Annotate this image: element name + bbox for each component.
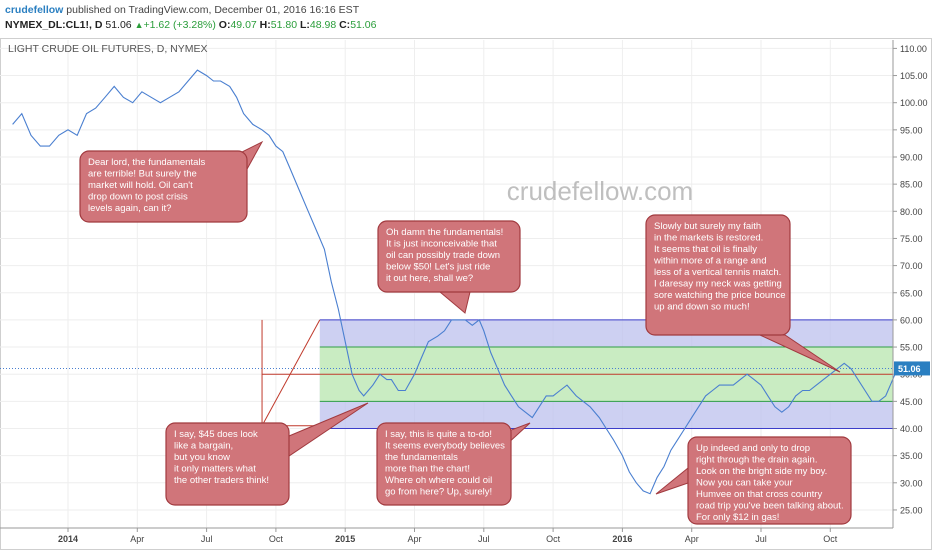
last-price-badge xyxy=(894,361,930,376)
y-tick-label: 75.00 xyxy=(900,234,923,244)
y-tick-label: 65.00 xyxy=(900,288,923,298)
close-value: 51.06 xyxy=(350,19,377,31)
callout: I say, this is quite a to-do! It seems ev… xyxy=(376,422,531,506)
callout-box xyxy=(645,214,791,336)
x-tick-label: 2015 xyxy=(335,534,355,544)
publish-info: published on TradingView.com, December 0… xyxy=(66,4,360,16)
callout-box xyxy=(377,220,521,293)
x-tick-label: Oct xyxy=(546,534,561,544)
callout: I say, $45 does look like a bargain, but y… xyxy=(165,402,369,506)
x-tick-label: 2016 xyxy=(612,534,632,544)
callout: Oh damn the fundamentals! It is just inco… xyxy=(377,220,521,314)
x-tick-label: 2014 xyxy=(58,534,78,544)
callout: Slowly but surely my faith in the markets… xyxy=(645,214,841,373)
y-tick-label: 100.00 xyxy=(900,98,928,108)
x-tick-label: Jul xyxy=(478,534,490,544)
last-price-label: 51.06 xyxy=(898,364,921,374)
callout-box xyxy=(165,422,290,506)
callout-text: Slowly but surely my faith in the markets… xyxy=(653,221,786,313)
y-tick-label: 45.00 xyxy=(900,397,923,407)
y-tick-label: 95.00 xyxy=(900,125,923,135)
author-link[interactable]: crudefellow xyxy=(5,4,64,16)
range-handle-diag xyxy=(261,319,321,427)
callout-text: I say, this is quite a to-do! It seems ev… xyxy=(385,429,505,498)
open-value: 49.07 xyxy=(230,19,257,31)
symbol-line: NYMEX_DL:CL1!, D 51.06 ▲+1.62 (+3.28%) O… xyxy=(5,19,376,31)
x-tick-label: Apr xyxy=(685,534,699,544)
low-value: 48.98 xyxy=(309,19,337,31)
y-tick-label: 105.00 xyxy=(900,71,928,81)
price-line xyxy=(12,69,898,495)
close-label: C: xyxy=(339,19,351,31)
y-tick-label: 35.00 xyxy=(900,451,923,461)
y-tick-label: 110.00 xyxy=(900,44,927,54)
x-tick-label: Jul xyxy=(755,534,767,544)
y-tick-label: 40.00 xyxy=(900,424,923,434)
chart-title: LIGHT CRUDE OIL FUTURES, D, NYMEX xyxy=(8,43,208,55)
y-tick-label: 80.00 xyxy=(900,207,923,217)
high-label: H: xyxy=(259,19,271,31)
callout-text: Dear lord, the fundamentals are terrible!… xyxy=(88,157,205,214)
callout-text: Up indeed and only to drop right through … xyxy=(696,443,844,523)
y-tick-label: 55.00 xyxy=(900,343,923,353)
x-tick-label: Oct xyxy=(823,534,838,544)
callout: Dear lord, the fundamentals are terrible!… xyxy=(79,140,264,223)
up-arrow-icon: ▲ xyxy=(134,20,144,30)
callout-box xyxy=(79,150,248,223)
callout-box xyxy=(687,436,852,525)
y-tick-label: 90.00 xyxy=(900,153,923,163)
callout-box xyxy=(376,422,512,506)
callout-text: Oh damn the fundamentals! It is just inco… xyxy=(386,227,503,284)
symbol-label[interactable]: NYMEX_DL:CL1!, D xyxy=(5,19,103,31)
watermark-text: crudefellow.com xyxy=(507,176,693,206)
low-label: L: xyxy=(299,19,310,31)
y-tick-label: 30.00 xyxy=(900,478,923,488)
publish-line: crudefellow published on TradingView.com… xyxy=(5,4,359,16)
range-bands xyxy=(261,319,893,429)
annotations: Dear lord, the fundamentals are terrible!… xyxy=(79,140,852,525)
x-tick-label: Oct xyxy=(269,534,284,544)
high-value: 51.80 xyxy=(270,19,298,31)
y-tick-label: 70.00 xyxy=(900,261,923,271)
price-series xyxy=(0,69,898,495)
y-tick-label: 85.00 xyxy=(900,180,923,190)
callout-text: I say, $45 does look like a bargain, but y… xyxy=(174,429,269,486)
x-tick-label: Jul xyxy=(201,534,213,544)
y-tick-label: 25.00 xyxy=(900,505,923,515)
x-tick-label: Apr xyxy=(130,534,144,544)
axes: 110.00 105.00 100.00 95.00 90.00 85.00 80.00 75… xyxy=(0,40,930,544)
callout: Up indeed and only to drop right through … xyxy=(655,436,852,525)
price-change: +1.62 (+3.28%) xyxy=(143,19,216,31)
chart-header: crudefellow published on TradingView.com… xyxy=(0,0,932,38)
last-price: 51.06 xyxy=(105,19,132,31)
y-tick-label: 60.00 xyxy=(900,315,923,325)
open-label: O: xyxy=(218,19,231,31)
price-chart[interactable]: Dear lord, the fundamentals are terrible!… xyxy=(0,38,932,550)
x-tick-label: Apr xyxy=(407,534,421,544)
